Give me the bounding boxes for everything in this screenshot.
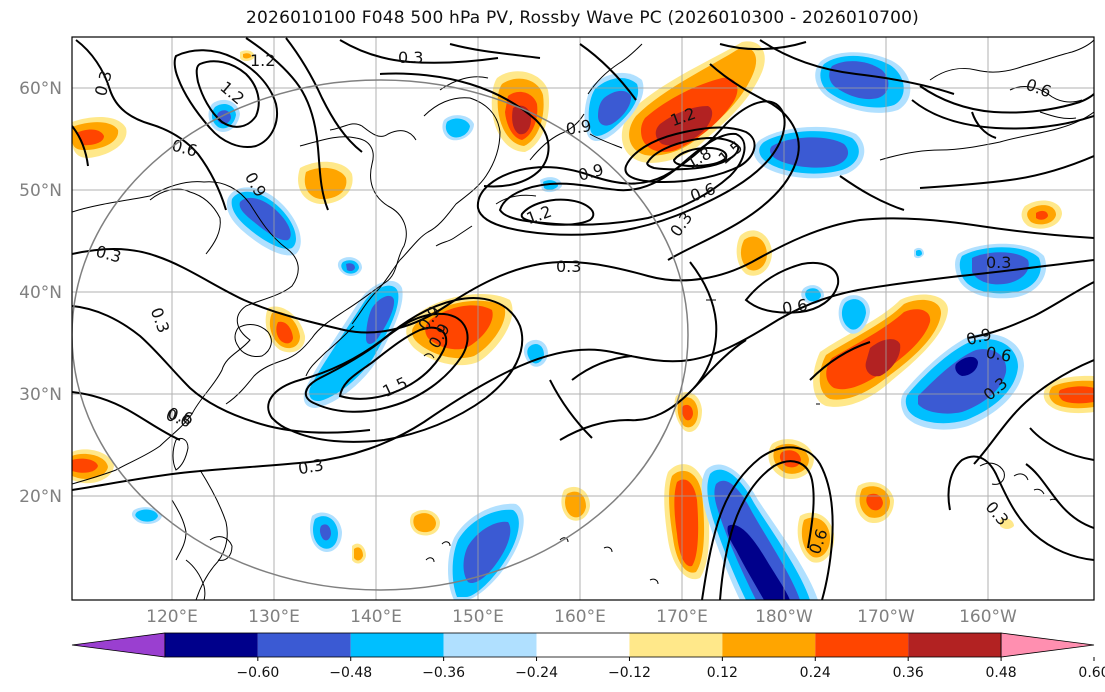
positive-anomaly-region [561,486,590,521]
contour-label: 0.6 [984,343,1012,366]
lon-label-140e: 140°E [350,607,402,627]
colorbar-segment [443,633,537,657]
lon-label-170w: 170°W [857,607,915,627]
map-frame [71,36,1095,601]
positive-anomaly-region [674,392,702,432]
colorbar-tick-label: 0.60 [1078,665,1105,681]
colorbar-segment [908,633,1002,657]
positive-anomaly-region [72,449,114,484]
lat-lon-grid [72,37,1094,600]
positive-anomaly-region [491,71,550,152]
positive-anomaly-region [813,294,948,407]
contour-label: 0.9 [564,116,592,139]
negative-anomaly-region [337,257,362,276]
negative-anomaly-region [310,512,342,552]
negative-anomaly-region [838,295,870,334]
negative-anomaly-region [914,247,924,259]
colorbar-segment [815,633,909,657]
lon-label-160e: 160°E [554,607,606,627]
positive-anomaly-region [406,294,513,366]
negative-anomaly-region [815,52,911,113]
lat-label-40n: 40°N [19,283,62,303]
negative-anomaly-region [901,333,1024,430]
lon-label-170e: 170°E [656,607,708,627]
colorbar-outline [164,632,1002,658]
map-title: 2026010100 F048 500 hPa PV, Rossby Wave … [246,8,919,28]
positive-anomaly-region [1021,200,1062,229]
colorbar-tick-label: 0.48 [986,665,1017,681]
lon-label-120e: 120°E [146,607,198,627]
coastlines [72,39,1094,600]
negative-anomaly-region [701,464,818,600]
colorbar [71,632,1095,658]
colorbar-segment [536,633,630,657]
negative-anomaly-region [442,115,474,141]
positive-anomaly-region [410,509,440,536]
lon-label-180w: 180°W [755,607,813,627]
positive-anomaly-region [1000,518,1014,529]
colorbar-extend-max [1000,632,1095,658]
colorbar-extend-min [71,632,166,658]
colorbar-tick-label: 0.12 [707,665,738,681]
contour-label: 0.3 [398,48,423,67]
positive-anomaly-region [298,161,353,205]
colorbar-tick-label: −0.36 [422,665,465,681]
lon-label-130e: 130°E [248,607,300,627]
colorbar-tick-labels: −0.60 −0.48 −0.36 −0.24 −0.12 0.12 0.24 0.36 0.4… [236,657,1105,681]
colorbar-tick-label: 0.24 [800,665,831,681]
colorbar-segment [350,633,444,657]
longitude-labels: 120°E 130°E 140°E 150°E 160°E 170°E 180°… [146,607,1017,627]
colorbar-segment [257,633,351,657]
lat-label-30n: 30°N [19,385,62,405]
colorbar-tick-label: −0.60 [236,665,279,681]
colorbar-tick-label: −0.48 [329,665,372,681]
lat-label-60n: 60°N [19,79,62,99]
positive-anomaly-region [240,50,255,61]
pv-contours [72,37,1094,600]
colorbar-tick-label: −0.12 [608,665,651,681]
lat-label-20n: 20°N [19,487,62,507]
latitude-labels: 60°N 50°N 40°N 30°N 20°N [19,79,62,507]
negative-anomaly-region [208,99,240,133]
contour-label: 0.3 [297,455,325,478]
colorbar-tick-label: 0.36 [893,665,924,681]
positive-anomaly-region [72,117,127,158]
colorbar-segment [722,633,816,657]
positive-anomaly-region [352,543,366,564]
contour-label: 1.2 [250,51,275,70]
colorbar-tick-label: −0.24 [515,665,558,681]
colorbar-segment [629,633,723,657]
contour-label: 0.3 [986,253,1011,272]
negative-anomaly-region [131,507,162,524]
positive-anomaly-region [664,464,710,580]
colorbar-segment [164,633,258,657]
contour-label: 0.3 [556,257,581,276]
radius-circle [72,79,689,591]
negative-anomaly-region [448,503,524,600]
contour-label: 0.6 [781,295,809,318]
lat-label-50n: 50°N [19,181,62,201]
lon-label-150e: 150°E [452,607,504,627]
positive-anomaly-region [855,482,894,524]
lon-label-160w: 160°W [959,607,1017,627]
